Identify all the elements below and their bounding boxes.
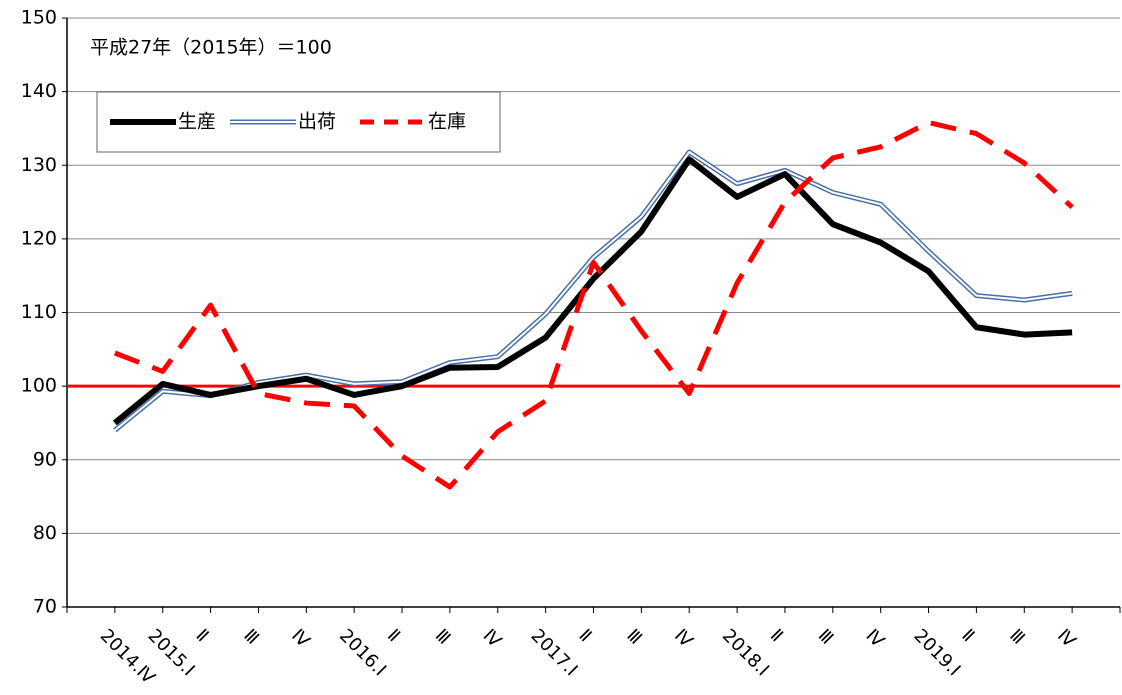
x-tick-label: Ⅲ xyxy=(622,625,646,649)
x-tick-label: 2018.Ⅰ xyxy=(718,625,773,680)
x-tick-label: Ⅱ xyxy=(957,625,978,646)
y-tick-label: 130 xyxy=(21,154,57,176)
y-tick-label: 140 xyxy=(21,80,57,102)
x-tick-label: 2016.Ⅰ xyxy=(335,625,390,680)
x-tick-label: Ⅱ xyxy=(192,625,213,646)
x-tick-label: Ⅲ xyxy=(431,625,455,649)
x-tick-label: 2019.Ⅰ xyxy=(909,625,964,680)
x-tick-label: Ⅳ xyxy=(1053,625,1080,652)
x-tick-label: Ⅲ xyxy=(1005,625,1029,649)
x-tick-label: Ⅳ xyxy=(287,625,314,652)
x-tick-label: Ⅲ xyxy=(239,625,263,649)
legend-label: 出荷 xyxy=(298,111,336,133)
annotation: 平成27年（2015年）＝100 xyxy=(90,37,332,59)
y-tick-label: 110 xyxy=(21,301,57,323)
x-tick-label: Ⅱ xyxy=(766,625,787,646)
y-tick-label: 80 xyxy=(33,522,57,544)
y-tick-label: 90 xyxy=(33,448,57,470)
series-line xyxy=(113,120,1074,490)
legend-label: 生産 xyxy=(178,111,216,133)
y-tick-label: 150 xyxy=(21,7,57,29)
series-line xyxy=(114,150,1073,432)
x-tick-label: Ⅳ xyxy=(862,625,889,652)
y-tick-label: 120 xyxy=(21,227,57,249)
x-tick-label: Ⅱ xyxy=(383,625,404,646)
x-tick-label: 2017.Ⅰ xyxy=(527,625,582,680)
x-tick-label: Ⅱ xyxy=(574,625,595,646)
legend-label: 在庫 xyxy=(428,111,466,133)
y-tick-label: 70 xyxy=(33,596,57,618)
series-line xyxy=(112,156,1073,426)
y-tick-label: 100 xyxy=(21,375,57,397)
x-tick-label: Ⅲ xyxy=(814,625,838,649)
x-tick-label: Ⅳ xyxy=(670,625,697,652)
x-tick-label: Ⅳ xyxy=(479,625,506,652)
